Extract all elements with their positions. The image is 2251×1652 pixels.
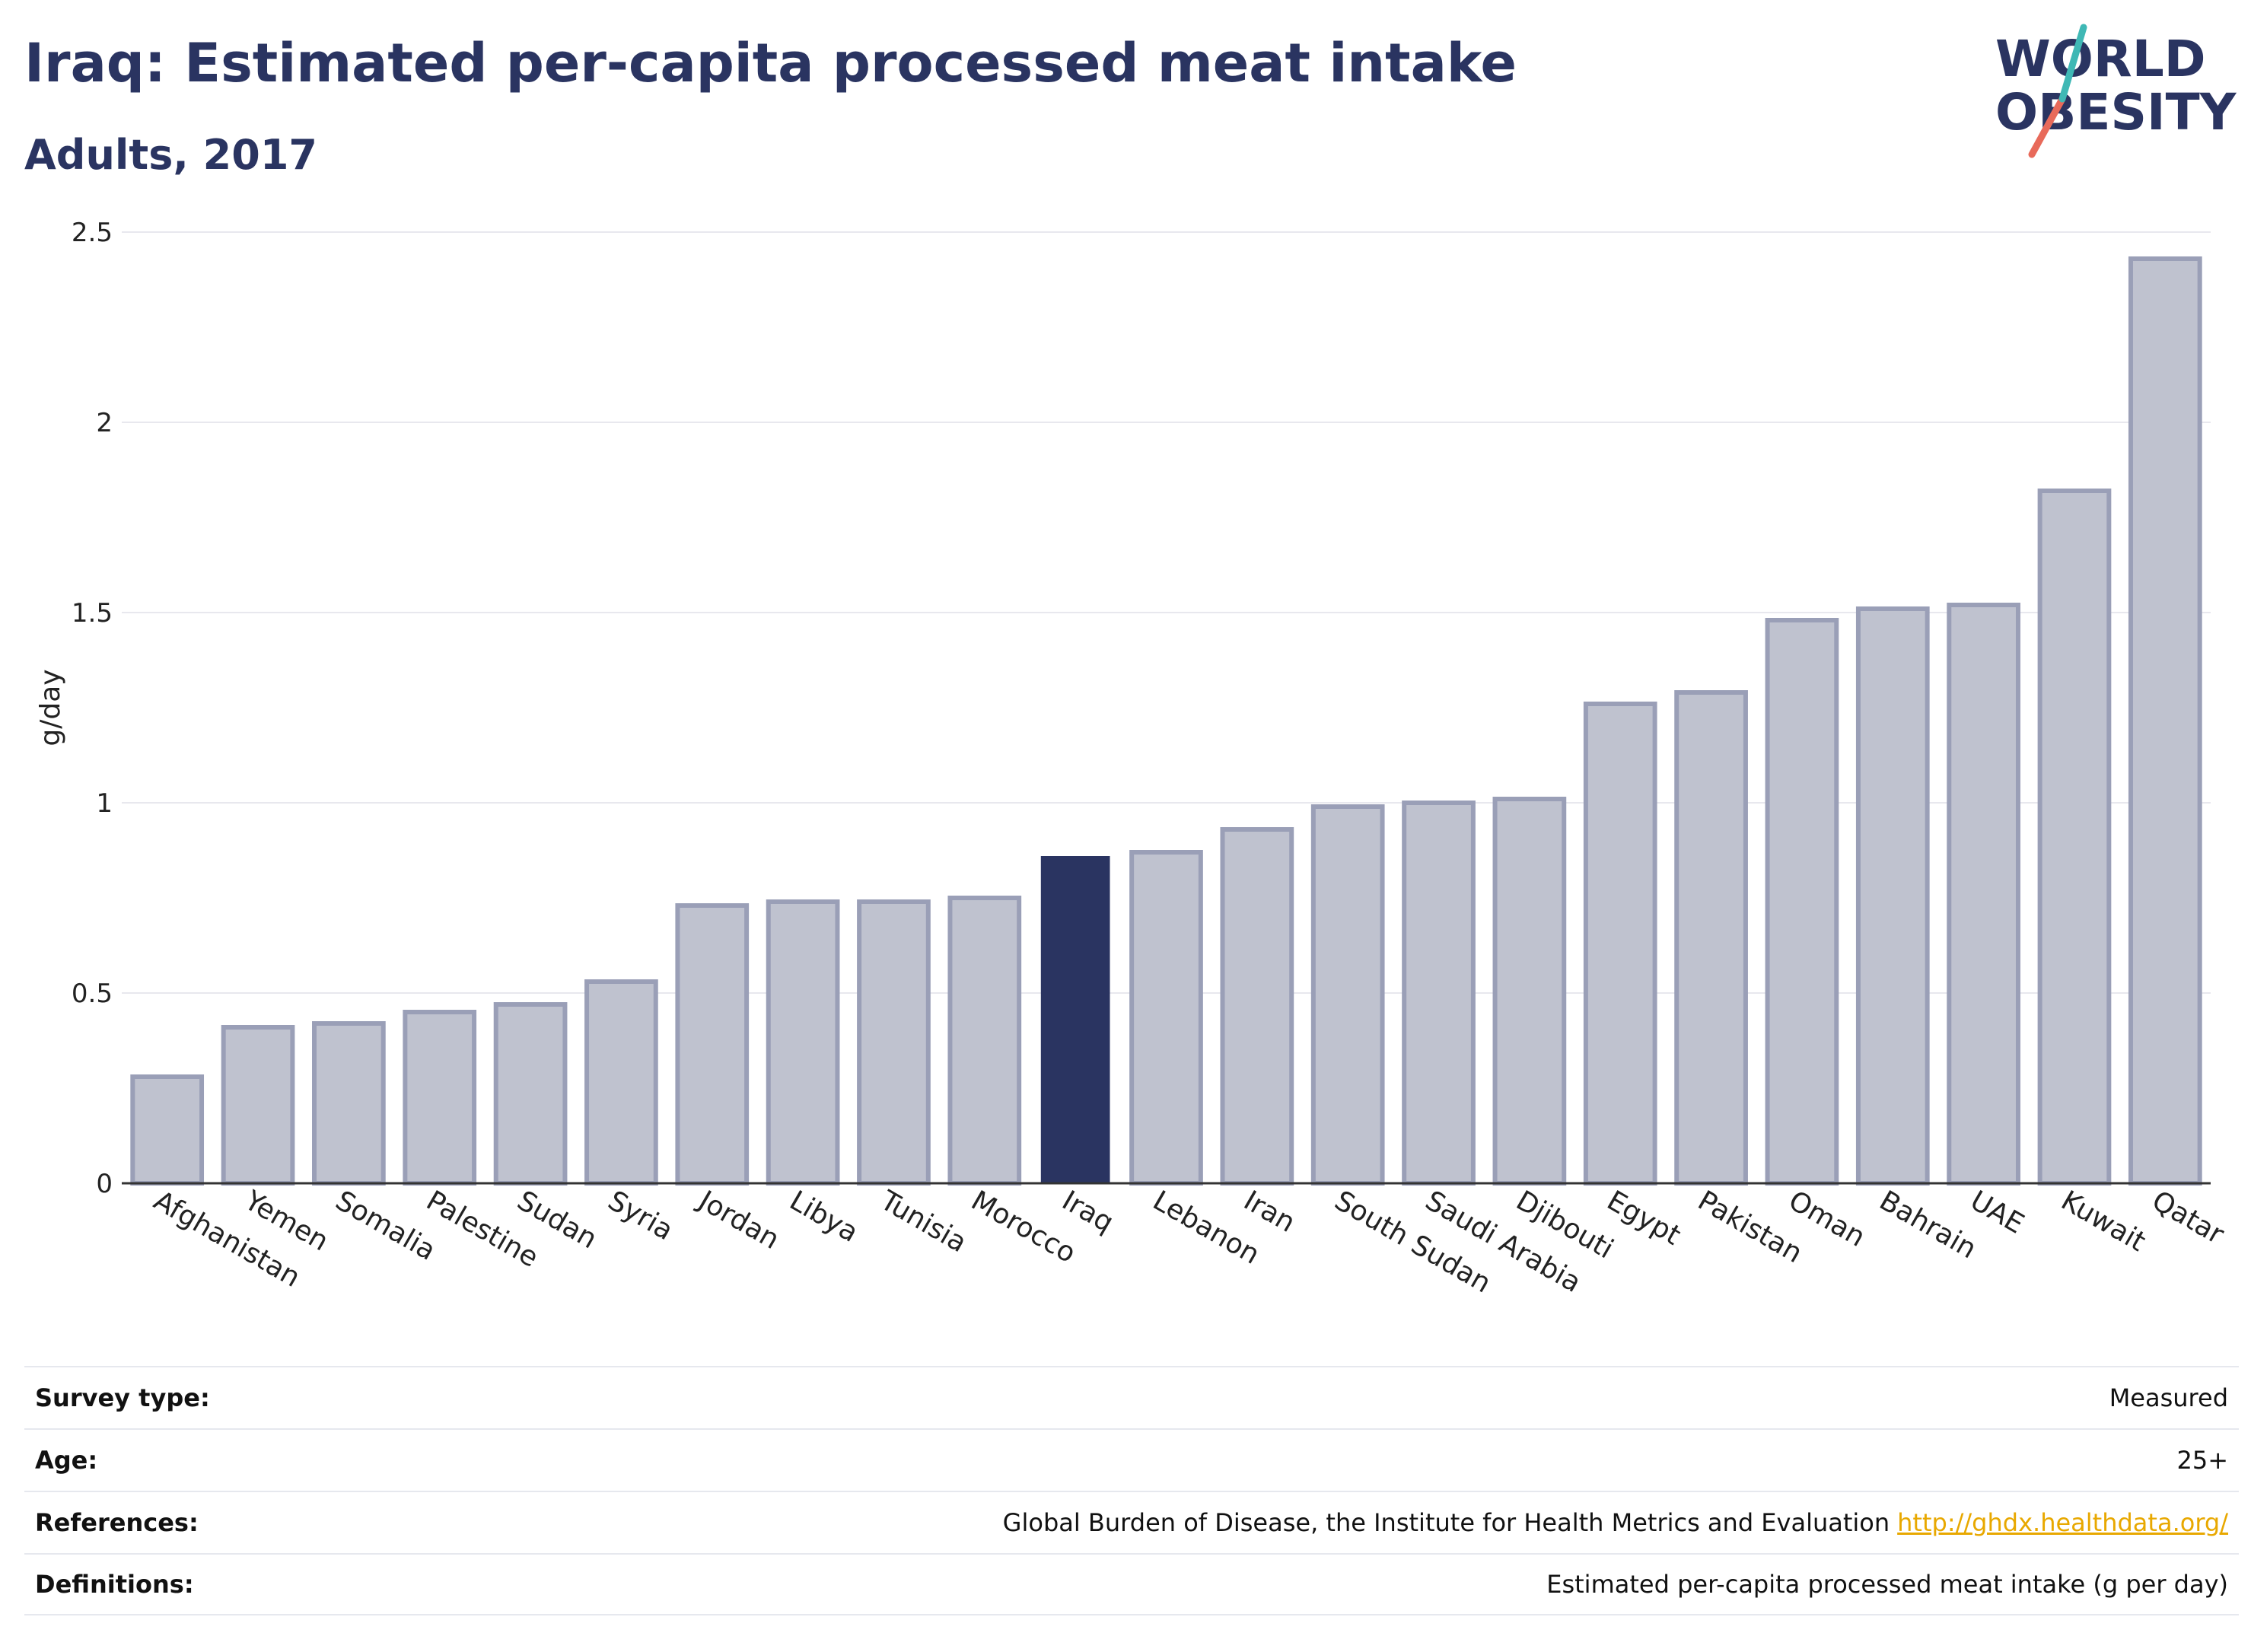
x-tick-label: Morocco: [966, 1185, 1081, 1269]
world-obesity-logo: WORLD OBESITY: [1995, 24, 2237, 158]
bar-qatar: [2128, 256, 2202, 1186]
bar-uae: [1947, 603, 2020, 1186]
info-key: Age:: [35, 1446, 98, 1475]
bar-chart: 00.511.522.5g/dayAfghanistanYemenSomalia…: [35, 218, 2229, 1300]
bar-saudi-arabia: [1402, 801, 1476, 1186]
y-axis-title: g/day: [35, 669, 66, 746]
y-tick-label: 1: [96, 788, 113, 819]
logo-line1: WORLD: [1995, 30, 2206, 88]
logo-slash-red: [2028, 95, 2066, 158]
x-tick-label: Somalia: [330, 1185, 441, 1267]
bar-palestine: [403, 1010, 477, 1186]
bar-libya: [766, 899, 840, 1186]
info-key: References:: [35, 1508, 199, 1537]
info-row-references: References: Global Burden of Disease, th…: [24, 1491, 2239, 1553]
bar-south-sudan: [1310, 804, 1385, 1186]
page-title: Iraq: Estimated per-capita processed mea…: [24, 32, 1517, 94]
info-row-definitions: Definitions: Estimated per-capita proces…: [24, 1553, 2239, 1615]
reference-text: Global Burden of Disease, the Institute …: [1002, 1508, 1890, 1537]
info-key: Survey type:: [35, 1383, 210, 1412]
y-tick-label: 0.5: [72, 979, 113, 1009]
x-tick-label: UAE: [1965, 1185, 2029, 1240]
bar-lebanon: [1129, 850, 1203, 1186]
bar-iran: [1220, 827, 1294, 1186]
y-tick-label: 0: [96, 1169, 113, 1199]
bar-bahrain: [1855, 606, 1930, 1186]
bar-pakistan: [1674, 690, 1748, 1186]
info-value: 25+: [2176, 1446, 2228, 1475]
x-tick-label: Kuwait: [2055, 1185, 2151, 1258]
info-key: Definitions:: [35, 1570, 194, 1599]
bar-somalia: [312, 1021, 386, 1186]
reference-link[interactable]: http://ghdx.healthdata.org/: [1897, 1508, 2228, 1537]
info-value-references: Global Burden of Disease, the Institute …: [1003, 1508, 2228, 1537]
x-tick-label: Qatar: [2147, 1185, 2229, 1250]
bar-egypt: [1583, 702, 1657, 1186]
x-tick-label: Tunisia: [874, 1185, 972, 1259]
x-tick-label: Pakistan: [1692, 1185, 1807, 1269]
bar-tunisia: [857, 899, 931, 1186]
x-tick-label: Libya: [785, 1185, 864, 1249]
info-row-age: Age: 25+: [24, 1428, 2239, 1491]
info-value: Measured: [2109, 1383, 2228, 1412]
info-row-survey: Survey type: Measured: [24, 1366, 2239, 1428]
bar-djibouti: [1492, 797, 1567, 1186]
logo-slash-teal: [2058, 24, 2087, 103]
bar-iraq: [1040, 856, 1110, 1183]
bar-yemen: [221, 1025, 295, 1186]
bar-sudan: [493, 1002, 568, 1186]
info-value: Estimated per-capita processed meat inta…: [1546, 1570, 2228, 1599]
x-tick-label: Jordan: [692, 1184, 785, 1256]
bar-syria: [584, 979, 658, 1186]
bar-oman: [1765, 618, 1839, 1186]
info-table: Survey type: Measured Age: 25+ Reference…: [24, 1366, 2239, 1615]
page-subtitle: Adults, 2017: [24, 131, 317, 179]
bar-afghanistan: [130, 1074, 205, 1186]
x-tick-label: Syria: [603, 1185, 678, 1246]
y-tick-label: 2: [96, 408, 113, 438]
logo-line2: OBESITY: [1995, 83, 2237, 142]
x-tick-label: South Sudan: [1329, 1185, 1496, 1299]
y-tick-label: 2.5: [72, 218, 113, 248]
y-tick-label: 1.5: [72, 598, 113, 629]
bar-kuwait: [2037, 489, 2112, 1186]
bar-morocco: [947, 896, 1022, 1186]
bar-jordan: [675, 903, 750, 1186]
x-tick-label: Iran: [1238, 1185, 1300, 1239]
x-tick-label: Iraq: [1057, 1185, 1119, 1239]
x-tick-label: Bahrain: [1874, 1185, 1982, 1265]
